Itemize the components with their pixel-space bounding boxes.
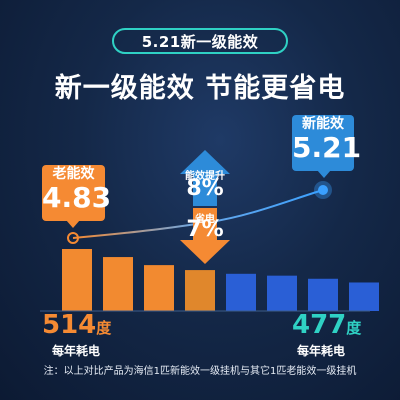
old-efficiency-value: 4.83 <box>42 181 112 214</box>
page-title: 新一级能效 节能更省电 <box>54 73 346 104</box>
old-efficiency-callout: 老能效 4.83 <box>42 165 112 221</box>
efficiency-up-value: 8% <box>186 176 224 201</box>
bar <box>144 265 174 311</box>
bar <box>308 278 338 311</box>
efficiency-up-arrow <box>180 150 230 206</box>
efficiency-up-label: 能效提升 <box>185 171 225 182</box>
efficiency-badge: 5.21新一级能效 <box>112 28 288 54</box>
power-down-label: 省电 <box>195 214 215 225</box>
old-consumption-unit: 度 <box>96 319 112 337</box>
footnote: 注：以上对比产品为海信1匹新能效一级挂机与其它1匹老能效一级挂机 <box>43 366 357 377</box>
new-consumption-unit: 度 <box>346 319 362 337</box>
new-efficiency-callout: 新能效 5.21 <box>292 115 362 171</box>
new-callout-pointer <box>317 170 331 178</box>
new-efficiency-label: 新能效 <box>302 116 344 132</box>
old-consumption-value: 514 <box>42 310 97 340</box>
bar <box>349 282 379 311</box>
power-down-value: 7% <box>186 217 224 242</box>
new-consumption-value: 477 <box>292 310 347 340</box>
old-point <box>67 232 79 244</box>
old-efficiency-label: 老能效 <box>52 166 95 182</box>
power-down-arrow <box>180 208 230 264</box>
new-efficiency-value: 5.21 <box>292 131 362 164</box>
new-consumption: 477度 <box>292 310 361 340</box>
old-consumption-caption: 每年耗电 <box>52 344 101 358</box>
old-callout-pointer <box>66 220 80 228</box>
bar <box>226 273 256 311</box>
new-point <box>318 185 328 195</box>
new-consumption-caption: 每年耗电 <box>297 344 346 358</box>
bar-group <box>62 249 379 311</box>
bar <box>62 249 92 311</box>
bar <box>103 257 133 311</box>
old-consumption: 514度 <box>42 310 111 340</box>
bar <box>267 275 297 311</box>
bar <box>185 270 215 311</box>
